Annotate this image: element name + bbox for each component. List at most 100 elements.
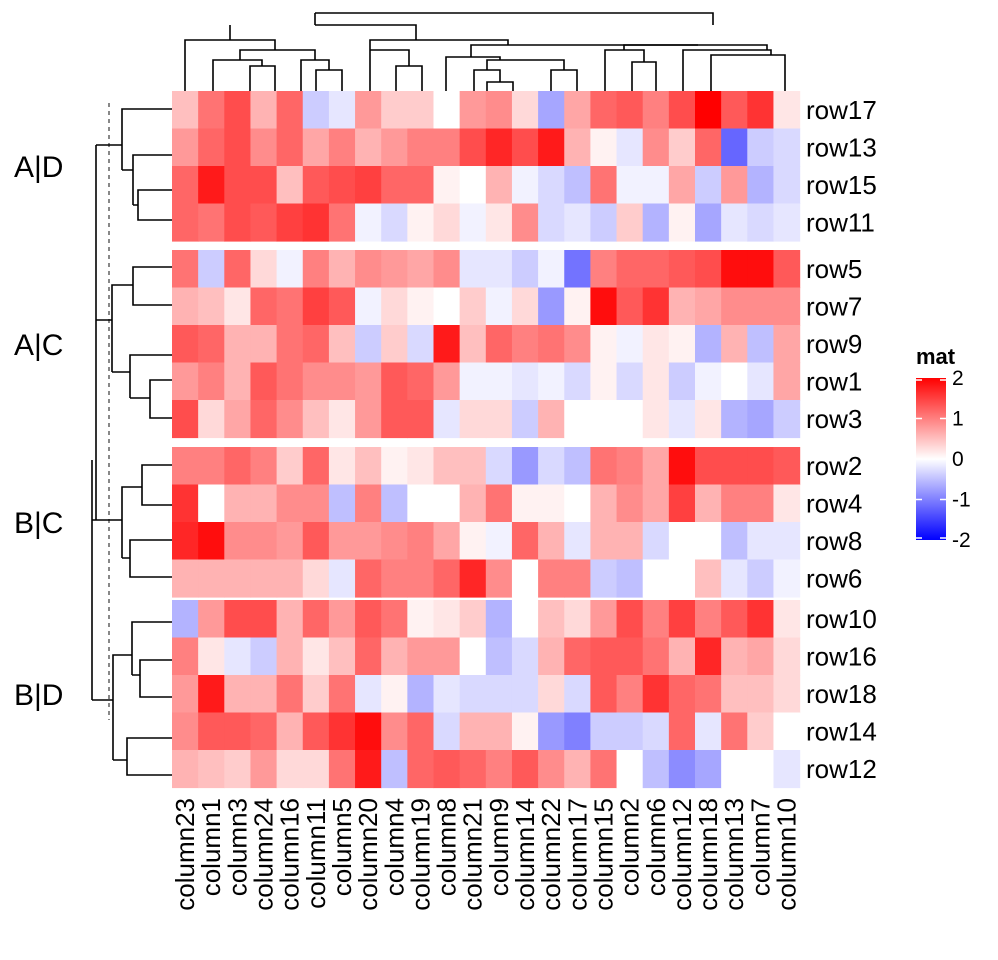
heatmap-cell <box>668 400 696 439</box>
heatmap-cell <box>381 522 408 561</box>
row-dendrogram <box>91 103 172 776</box>
column-label: column10 <box>772 798 802 911</box>
heatmap-cell <box>668 91 696 130</box>
heatmap-cell <box>433 447 461 486</box>
heatmap-cell <box>433 287 461 326</box>
heatmap-cell <box>172 203 199 242</box>
heatmap-cell <box>381 400 408 439</box>
heatmap-cell <box>302 287 330 326</box>
column-label: column11 <box>301 798 331 909</box>
heatmap-cell <box>773 203 801 242</box>
heatmap-cell <box>590 675 618 714</box>
heatmap-cell <box>485 637 513 676</box>
heatmap-cell <box>381 128 408 167</box>
heatmap-cell <box>302 522 330 561</box>
heatmap-cell <box>564 750 591 789</box>
heatmap-cell <box>485 203 513 242</box>
heatmap-cell <box>668 675 696 714</box>
heatmap-cell <box>538 600 565 639</box>
heatmap-cell <box>224 287 252 326</box>
heatmap-cell <box>198 325 225 364</box>
heatmap-cell <box>172 362 199 401</box>
legend-tick-label: 2 <box>952 367 964 390</box>
heatmap-cell <box>564 675 591 714</box>
heatmap-cell <box>511 166 539 205</box>
heatmap-cell <box>590 559 618 598</box>
heatmap-cell <box>564 203 591 242</box>
heatmap-cell <box>642 400 670 439</box>
heatmap-cell <box>695 484 722 523</box>
heatmap-cell <box>538 400 565 439</box>
heatmap-cell <box>642 484 670 523</box>
heatmap-cell <box>407 750 435 789</box>
heatmap-cell <box>538 712 565 751</box>
heatmap-cell <box>511 287 539 326</box>
heatmap-cell <box>433 400 461 439</box>
heatmap-cell <box>276 203 304 242</box>
row-label: row12 <box>806 754 877 784</box>
heatmap-cell <box>459 91 487 130</box>
heatmap-cell <box>407 128 435 167</box>
heatmap-cell <box>747 675 775 714</box>
heatmap-cell <box>721 600 748 639</box>
heatmap-cell <box>668 600 696 639</box>
heatmap-cell <box>773 128 801 167</box>
row-label: row9 <box>806 329 862 359</box>
heatmap-cell <box>668 484 696 523</box>
heatmap-cell <box>485 166 513 205</box>
heatmap-cell <box>276 362 304 401</box>
heatmap-cell <box>695 447 722 486</box>
heatmap-cell <box>198 91 225 130</box>
heatmap-cell <box>485 675 513 714</box>
heatmap-cell <box>695 91 722 130</box>
heatmap-cell <box>773 637 801 676</box>
heatmap-cell <box>721 203 748 242</box>
row-label: row18 <box>806 679 877 709</box>
heatmap-cell <box>747 250 775 289</box>
heatmap-cell <box>590 750 618 789</box>
column-label: column9 <box>484 798 514 896</box>
heatmap-cell <box>773 559 801 598</box>
column-label: column8 <box>432 798 462 896</box>
heatmap-cell <box>302 637 330 676</box>
heatmap-cell <box>250 362 278 401</box>
heatmap-cell <box>538 91 565 130</box>
heatmap-cell <box>355 91 382 130</box>
heatmap-cell <box>328 522 356 561</box>
heatmap-cell <box>721 325 748 364</box>
heatmap-cell <box>616 166 644 205</box>
heatmap-cell <box>747 559 775 598</box>
heatmap-cell <box>276 287 304 326</box>
heatmap-cell <box>381 675 408 714</box>
heatmap-cell <box>355 559 382 598</box>
heatmap-cell <box>328 750 356 789</box>
heatmap-cell <box>250 203 278 242</box>
heatmap-cell <box>721 675 748 714</box>
heatmap-cell <box>668 325 696 364</box>
heatmap-cell <box>198 637 225 676</box>
heatmap-cell <box>668 166 696 205</box>
heatmap-cell <box>172 600 199 639</box>
heatmap-cell <box>433 484 461 523</box>
heatmap-cell <box>616 250 644 289</box>
heatmap-cell <box>695 362 722 401</box>
heatmap-cell <box>668 750 696 789</box>
heatmap-cell <box>616 203 644 242</box>
heatmap-cell <box>250 447 278 486</box>
column-dendrogram <box>184 12 786 92</box>
legend-tick-label: 0 <box>952 448 964 471</box>
heatmap-cell <box>668 128 696 167</box>
legend-ticks: 2 1 0 -1 -2 <box>916 367 971 552</box>
heatmap-cell <box>616 400 644 439</box>
heatmap-cell <box>328 362 356 401</box>
heatmap-cell <box>381 287 408 326</box>
heatmap-cell <box>459 522 487 561</box>
heatmap-cell <box>747 600 775 639</box>
row-label: row17 <box>806 95 877 125</box>
heatmap-cell <box>747 522 775 561</box>
heatmap-cell <box>407 287 435 326</box>
heatmap-cell <box>407 203 435 242</box>
heatmap-cell <box>590 128 618 167</box>
heatmap-cell <box>250 675 278 714</box>
heatmap-cell <box>302 128 330 167</box>
